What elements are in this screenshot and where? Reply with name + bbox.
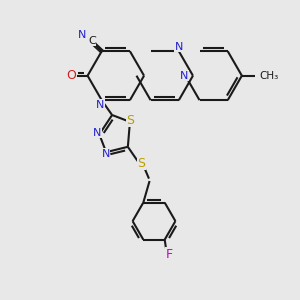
Text: N: N [93, 128, 101, 138]
Text: N: N [78, 30, 86, 40]
Text: F: F [166, 248, 173, 261]
Text: S: S [137, 157, 145, 170]
Text: S: S [127, 114, 134, 127]
Text: CH₃: CH₃ [260, 71, 279, 81]
Text: C: C [88, 36, 96, 46]
Text: N: N [175, 42, 183, 52]
Text: N: N [180, 71, 188, 81]
Text: N: N [96, 100, 104, 110]
Text: O: O [66, 69, 76, 82]
Text: N: N [101, 148, 110, 159]
